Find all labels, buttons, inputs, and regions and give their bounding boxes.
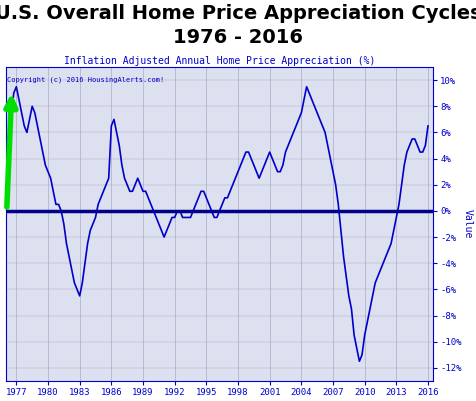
Title: Inflation Adjusted Annual Home Price Appreciation (%): Inflation Adjusted Annual Home Price App…	[64, 56, 375, 66]
Text: Copyright (c) 2016 HousingAlerts.com!: Copyright (c) 2016 HousingAlerts.com!	[7, 76, 164, 83]
Y-axis label: Value: Value	[462, 209, 472, 239]
Text: U.S. Overall Home Price Appreciation Cycles
1976 - 2016: U.S. Overall Home Price Appreciation Cyc…	[0, 4, 476, 47]
